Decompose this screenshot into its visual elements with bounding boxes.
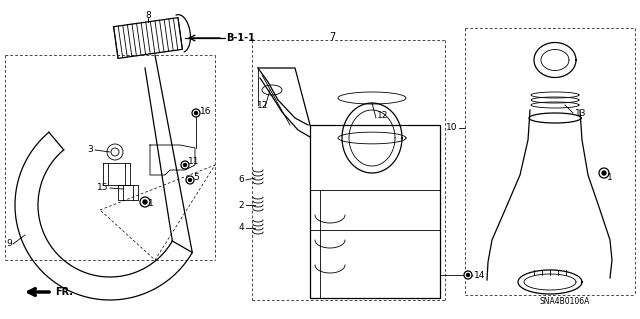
Circle shape	[467, 273, 470, 277]
Text: 3: 3	[87, 145, 93, 154]
Text: 4: 4	[238, 224, 244, 233]
Text: 8: 8	[145, 11, 151, 20]
Text: 6: 6	[238, 175, 244, 184]
Circle shape	[140, 197, 150, 207]
Text: B-1-1: B-1-1	[226, 33, 255, 43]
Text: 12: 12	[257, 101, 268, 110]
Circle shape	[143, 200, 147, 204]
Text: 14: 14	[474, 271, 485, 279]
Text: 2: 2	[238, 201, 244, 210]
Text: 10: 10	[445, 123, 457, 132]
Text: SNA4B0106A: SNA4B0106A	[540, 298, 590, 307]
Text: 15: 15	[97, 183, 108, 192]
Text: 13: 13	[575, 108, 586, 117]
Circle shape	[186, 176, 194, 184]
Text: 1: 1	[607, 174, 612, 182]
Circle shape	[192, 109, 200, 117]
Circle shape	[195, 112, 198, 115]
Text: 12: 12	[377, 112, 388, 121]
Text: FR.: FR.	[55, 287, 73, 297]
Text: 9: 9	[6, 240, 12, 249]
Circle shape	[111, 148, 119, 156]
Circle shape	[602, 171, 606, 175]
Circle shape	[184, 164, 186, 167]
Text: 5: 5	[193, 174, 199, 182]
Circle shape	[464, 271, 472, 279]
Circle shape	[599, 168, 609, 178]
Circle shape	[107, 144, 123, 160]
Circle shape	[189, 179, 191, 182]
Text: 1: 1	[148, 198, 154, 207]
Text: 7: 7	[329, 32, 335, 42]
Text: 11: 11	[188, 158, 200, 167]
Circle shape	[181, 161, 189, 169]
Text: 16: 16	[200, 107, 211, 115]
